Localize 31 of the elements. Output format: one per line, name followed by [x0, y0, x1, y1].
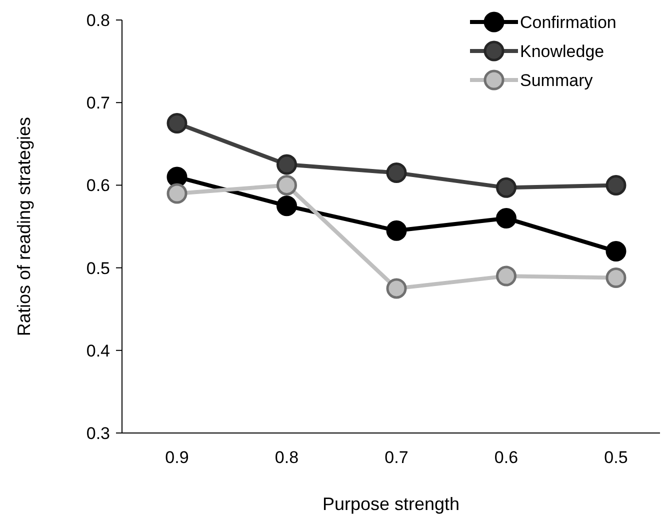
legend-label: Summary: [520, 70, 594, 90]
point: [496, 266, 516, 286]
x-tick-label: 0.9: [165, 448, 189, 467]
legend-label: Knowledge: [520, 42, 604, 61]
point: [386, 220, 407, 241]
y-tick-label: 0.3: [86, 424, 110, 443]
y-tick-label: 0.7: [86, 94, 110, 113]
legend-label: Confirmation: [520, 12, 616, 32]
point: [276, 174, 297, 196]
x-tick-label: 0.6: [494, 448, 518, 467]
y-tick-label: 0.6: [86, 176, 110, 196]
y-tick-label: 0.5: [86, 258, 110, 278]
x-tick-label: 0.7: [384, 448, 408, 467]
point: [606, 241, 626, 262]
point: [276, 154, 297, 175]
point: [276, 196, 297, 216]
x-tick-label: 0.8: [274, 448, 299, 467]
point: [386, 162, 407, 184]
y-axis-title: Ratios of reading strategies: [14, 116, 34, 336]
point: [166, 113, 188, 134]
point: [606, 267, 626, 288]
point: [166, 166, 188, 188]
point: [166, 183, 188, 204]
point: [606, 174, 626, 196]
y-tick-label: 0.4: [86, 341, 110, 360]
point: [496, 208, 516, 228]
point: [386, 278, 407, 299]
x-axis-title: Purpose strength: [322, 494, 460, 514]
x-tick-label: 0.5: [604, 448, 628, 467]
point: [496, 177, 516, 198]
y-tick-label: 0.8: [86, 10, 110, 30]
